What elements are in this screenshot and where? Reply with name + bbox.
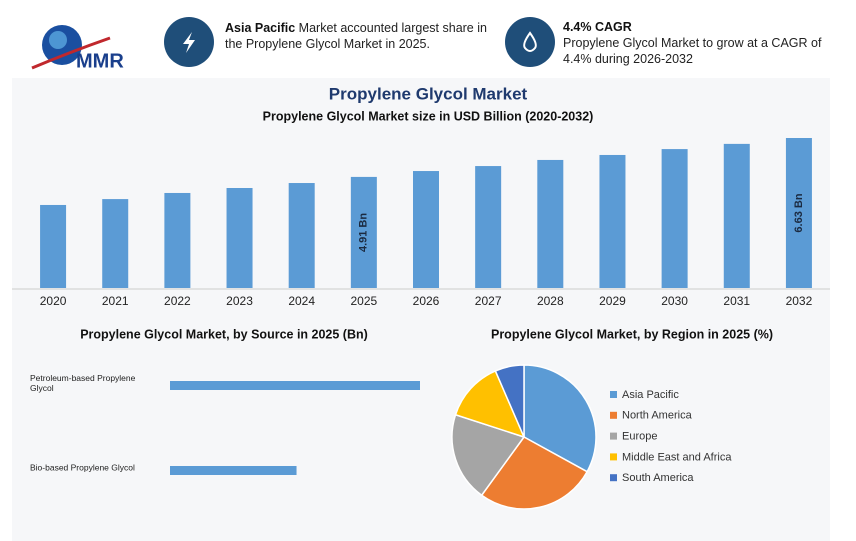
bar (170, 381, 420, 390)
bar (350, 176, 377, 288)
bar (785, 138, 812, 288)
icon (505, 17, 555, 67)
icon (164, 17, 214, 67)
fact-heading: Asia Pacific (225, 21, 296, 35)
pie-slice (523, 364, 597, 473)
panel (12, 78, 830, 541)
fact: Asia Pacific Market accounted largest sh… (225, 20, 495, 52)
fact: 4.4% CAGR Propylene Glycol Market to grow… (563, 19, 833, 67)
x-tick-label: 2030 (661, 294, 688, 308)
bar (599, 154, 626, 288)
legend-label: North America (622, 410, 693, 422)
x-tick-label: 2025 (350, 294, 377, 308)
x-tick-label: 2028 (537, 294, 564, 308)
fact-heading: 4.4% CAGR (563, 20, 632, 34)
legend-swatch (610, 432, 617, 440)
x-tick-label: 2020 (40, 294, 67, 308)
bar (537, 159, 564, 288)
logo-text: MMR (76, 50, 124, 72)
legend-label: South America (622, 472, 694, 484)
legend-swatch (610, 391, 617, 398)
x-tick-label: 2023 (226, 294, 253, 308)
logo: MMR (31, 25, 124, 72)
bar (413, 171, 439, 288)
bar (170, 466, 297, 475)
pie-slice (451, 413, 526, 497)
bar (226, 188, 253, 288)
chart-title: Propylene Glycol Market size in USD Bill… (263, 109, 594, 123)
data-label: 4.91 Bn (358, 213, 370, 252)
legend-label: Middle East and Africa (622, 451, 732, 463)
bar (102, 199, 129, 288)
fact-text: Propylene Glycol Market to grow at a CAG… (563, 36, 822, 66)
x-tick-label: 2026 (413, 294, 440, 308)
bar (661, 149, 688, 288)
legend-swatch (610, 453, 617, 461)
x-tick-label: 2021 (102, 294, 129, 308)
x-tick-label: 2029 (599, 294, 626, 308)
fact-text: Market accounted largest share in the Pr… (225, 21, 487, 51)
pie-slice (480, 436, 589, 510)
bar (723, 143, 750, 288)
pie-slice (494, 364, 525, 438)
y-tick-label: Petroleum-based Propylene Glycol (30, 373, 136, 393)
legend-swatch (610, 474, 617, 482)
legend-label: Asia Pacific (622, 389, 679, 401)
bar (164, 192, 191, 288)
x-tick-label: 2032 (786, 294, 813, 308)
bar (40, 204, 67, 288)
pie-slice (454, 369, 526, 439)
data-label: 6.63 Bn (793, 193, 805, 232)
legend-label: Europe (622, 431, 657, 443)
bar (288, 183, 315, 288)
x-tick-label: 2031 (723, 294, 750, 308)
chart-title: Propylene Glycol Market, by Region in 20… (491, 327, 773, 341)
page-title: Propylene Glycol Market (329, 84, 528, 103)
legend-swatch (610, 411, 617, 419)
x-tick-label: 2022 (164, 294, 191, 308)
chart-title: Propylene Glycol Market, by Source in 20… (80, 327, 368, 341)
bar (475, 166, 502, 288)
x-tick-label: 2027 (475, 294, 502, 308)
x-tick-label: 2024 (288, 294, 315, 308)
y-tick-label: Bio-based Propylene Glycol (30, 462, 135, 472)
